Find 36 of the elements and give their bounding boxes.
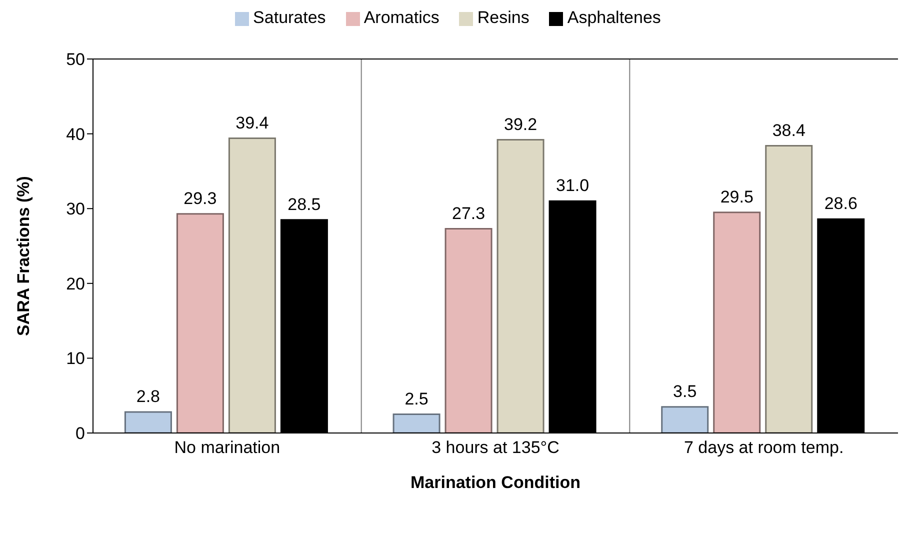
x-axis-title: Marination Condition <box>410 473 580 492</box>
y-tick-label: 40 <box>66 124 85 144</box>
bar <box>496 139 544 433</box>
legend-label: Saturates <box>253 8 326 27</box>
data-label: 38.4 <box>772 120 806 140</box>
bar <box>661 406 709 433</box>
bar <box>392 414 440 433</box>
legend-label: Asphaltenes <box>567 8 661 27</box>
y-tick-label: 50 <box>66 50 85 70</box>
y-axis-title: SARA Fractions (%) <box>14 176 34 336</box>
y-tick-label: 0 <box>76 424 85 444</box>
x-tick-label: No marination <box>174 438 280 458</box>
data-label: 2.5 <box>404 389 428 408</box>
bar <box>176 213 224 433</box>
bar <box>444 228 492 433</box>
bar <box>713 212 761 433</box>
data-label: 29.3 <box>184 188 217 208</box>
bar <box>228 138 276 433</box>
data-label: 31.0 <box>556 176 590 196</box>
data-label: 28.5 <box>288 194 321 214</box>
data-label: 27.3 <box>452 204 486 223</box>
data-label: 28.6 <box>824 194 858 214</box>
bar <box>765 145 813 433</box>
data-label: 2.8 <box>136 387 160 406</box>
data-label: 39.4 <box>236 113 269 132</box>
x-tick-label: 3 hours at 135°C <box>432 438 560 458</box>
legend-label: Resins <box>477 8 530 27</box>
y-tick-label: 30 <box>66 200 85 219</box>
y-tick-label: 20 <box>66 274 85 294</box>
legend-label: Aromatics <box>364 8 440 27</box>
x-tick-label: 7 days at room temp. <box>684 438 844 458</box>
y-tick-label: 10 <box>66 349 85 368</box>
data-label: 29.5 <box>720 187 754 206</box>
data-label: 39.2 <box>504 114 538 134</box>
bar <box>124 411 172 433</box>
data-label: 3.5 <box>673 382 697 401</box>
